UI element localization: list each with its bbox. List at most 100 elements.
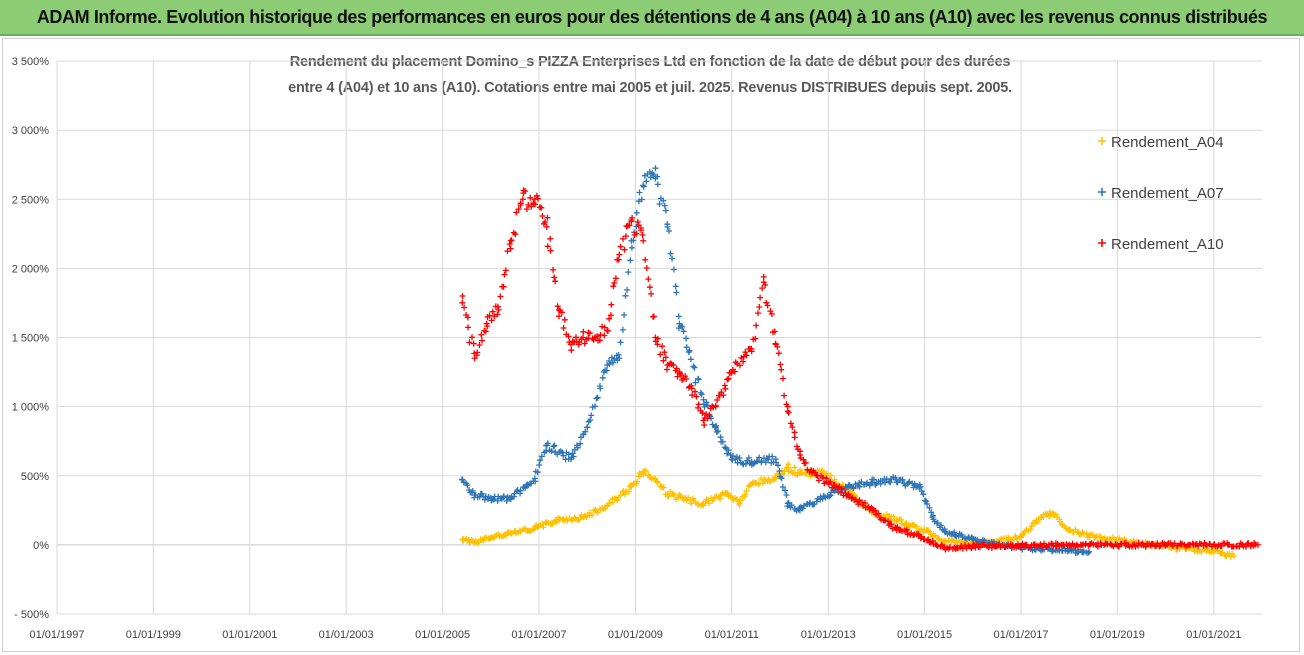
data-point-marker [676, 369, 683, 376]
y-axis-ticks: - 500% 0% 500% 1 000% 1 500% 2 000% 2 500% 3 00… [12, 56, 50, 621]
data-point-marker [459, 536, 466, 543]
data-point-marker [772, 456, 779, 463]
data-point-marker [471, 355, 478, 362]
data-point-marker [531, 525, 538, 532]
x-tick-label: 01/01/2005 [415, 629, 470, 641]
chart-title-line-1: Rendement du placement Domino_s PIZZA En… [289, 54, 1011, 70]
x-tick-label: 01/01/1999 [126, 629, 181, 641]
x-tick-label: 01/01/2007 [511, 629, 566, 641]
series-Rendement_A10 [459, 187, 1261, 553]
y-tick-label: - 500% [14, 609, 49, 621]
data-point-marker [728, 369, 735, 376]
y-tick-label: 500% [21, 471, 49, 483]
data-point-marker [640, 237, 647, 244]
data-point-marker [1050, 510, 1057, 517]
data-point-marker [821, 469, 828, 476]
data-point-marker [483, 320, 490, 327]
legend-label: Rendement_A04 [1111, 134, 1224, 151]
x-tick-label: 01/01/2021 [1186, 629, 1241, 641]
chart-legend: Rendement_A04 Rendement_A07 Rendement_A10 [1098, 134, 1224, 253]
data-point-marker [584, 424, 591, 431]
chart-title-line-2: entre 4 (A04) et 10 ans (A10). Cotations… [288, 80, 1012, 96]
data-point-marker [796, 469, 803, 476]
legend-marker [1098, 188, 1106, 196]
data-point-marker [969, 536, 976, 543]
data-point-marker [724, 490, 731, 497]
data-point-marker [941, 537, 948, 544]
y-tick-label: 3 500% [12, 56, 50, 68]
data-point-marker [869, 507, 876, 514]
data-point-marker [543, 223, 550, 230]
data-point-marker [969, 543, 976, 550]
data-point-marker [507, 237, 514, 244]
data-point-marker [784, 500, 791, 507]
data-point-marker [531, 196, 538, 203]
data-point-marker [604, 362, 611, 369]
data-point-marker [1066, 541, 1073, 548]
series-Rendement_A07 [459, 165, 1093, 556]
data-point-marker [809, 469, 816, 476]
data-point-marker [680, 496, 687, 503]
data-point-marker [941, 528, 948, 535]
data-point-marker [772, 475, 779, 482]
data-point-marker [929, 514, 936, 521]
data-point-marker [664, 223, 671, 230]
data-point-marker [748, 458, 755, 465]
data-point-marker [1210, 541, 1217, 548]
data-point-marker [487, 534, 494, 541]
data-point-marker [712, 403, 719, 410]
x-tick-label: 01/01/2011 [705, 629, 759, 641]
y-tick-label: 3 000% [12, 125, 50, 137]
series-Rendement_A04 [459, 461, 1237, 560]
data-point-marker [941, 544, 948, 551]
x-tick-label: 01/01/2009 [608, 629, 663, 641]
data-point-marker [1230, 552, 1237, 559]
data-point-marker [507, 496, 514, 503]
legend-label: Rendement_A07 [1111, 185, 1224, 202]
legend-label: Rendement_A10 [1111, 236, 1224, 253]
data-point-marker [628, 483, 635, 490]
data-point-marker [580, 334, 587, 341]
data-point-marker [784, 464, 791, 471]
legend-marker [1098, 239, 1106, 247]
x-axis-ticks: 01/01/1997 01/01/1999 01/01/2001 01/01/2003… [29, 629, 1241, 641]
data-point-marker [1114, 541, 1121, 548]
report-title: ADAM Informe. Evolution historique des p… [36, 6, 1268, 27]
data-point-marker [893, 476, 900, 483]
series-scatter-fill [459, 165, 1091, 556]
legend-item-Rendement_A07: Rendement_A07 [1098, 185, 1224, 202]
data-point-marker [531, 475, 538, 482]
data-point-marker [640, 182, 647, 189]
data-point-marker [700, 500, 707, 507]
data-point-marker [471, 492, 478, 499]
chart-series [459, 165, 1261, 560]
data-point-marker [1210, 548, 1217, 555]
data-point-marker [580, 514, 587, 521]
data-point-marker [825, 479, 832, 486]
data-point-marker [616, 355, 623, 362]
data-point-marker [796, 452, 803, 459]
data-point-marker [845, 492, 852, 499]
y-tick-label: 1 000% [12, 402, 50, 414]
data-point-marker [688, 382, 695, 389]
report-banner: ADAM Informe. Evolution historique des p… [0, 0, 1304, 36]
data-point-marker [555, 306, 562, 313]
data-point-marker [784, 403, 791, 410]
data-point-marker [652, 476, 659, 483]
data-point-marker [604, 503, 611, 510]
legend-item-Rendement_A04: Rendement_A04 [1098, 134, 1224, 151]
data-point-marker [568, 341, 575, 348]
data-point-marker [628, 237, 635, 244]
data-point-marker [519, 196, 526, 203]
data-point-marker [796, 507, 803, 514]
data-point-marker [543, 442, 550, 449]
data-point-marker [1018, 542, 1025, 549]
data-point-marker [628, 216, 635, 223]
data-point-marker [487, 494, 494, 501]
data-point-marker [772, 341, 779, 348]
legend-item-Rendement_A10: Rendement_A10 [1098, 236, 1224, 253]
data-point-marker [917, 483, 924, 490]
data-point-marker [676, 320, 683, 327]
data-point-marker [700, 417, 707, 424]
